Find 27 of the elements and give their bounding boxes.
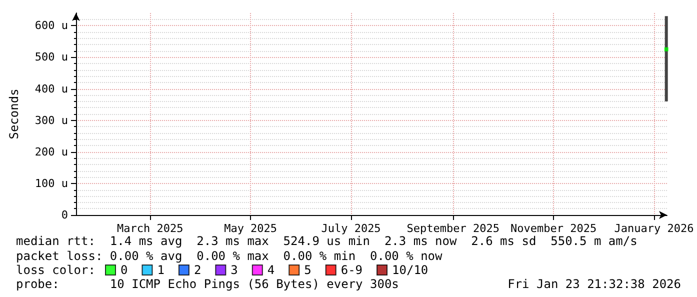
x-tick-label: July 2025 (321, 222, 381, 235)
text: packet loss: 0.00 % avg 0.00 % max 0.00 % min 0.00 % now (16, 249, 442, 263)
legend-label: 2 (194, 263, 202, 277)
text: median rtt: 1.4 ms avg 2.3 ms max 524.9 us min 2.3 ms now 2.6 ms sd 550.5 m am/s (16, 234, 638, 248)
legend-label: 10/10 (392, 263, 428, 277)
legend-label: 4 (267, 263, 275, 277)
x-tick-label: March 2025 (116, 222, 184, 235)
y-tick-label: 600 u (34, 19, 68, 32)
x-tick-label: January 2026 (614, 222, 694, 235)
text: Fri Jan 23 21:32:38 2026 (508, 277, 681, 291)
text: probe: 10 ICMP Echo Pings (56 Bytes) every 300s (16, 277, 399, 291)
legend-label: 5 (304, 263, 312, 277)
legend-label: 6-9 (340, 263, 363, 277)
y-tick-label: 500 u (34, 50, 68, 64)
y-tick-label: 200 u (34, 145, 68, 158)
x-tick-label: May 2025 (224, 222, 278, 235)
y-axis-title: Seconds (7, 88, 21, 140)
y-tick-label: 100 u (34, 176, 68, 190)
x-tick-label: November 2025 (510, 222, 597, 235)
y-tick-label: 400 u (34, 82, 68, 96)
x-tick-label: September 2025 (406, 222, 500, 235)
y-tick-label: 300 u (34, 114, 68, 127)
legend-label: 1 (157, 263, 164, 277)
legend-label: 0 (120, 263, 128, 277)
legend-label: 3 (230, 263, 238, 277)
y-tick-label: 0 (61, 208, 68, 222)
legend-title: loss color: (16, 263, 96, 277)
